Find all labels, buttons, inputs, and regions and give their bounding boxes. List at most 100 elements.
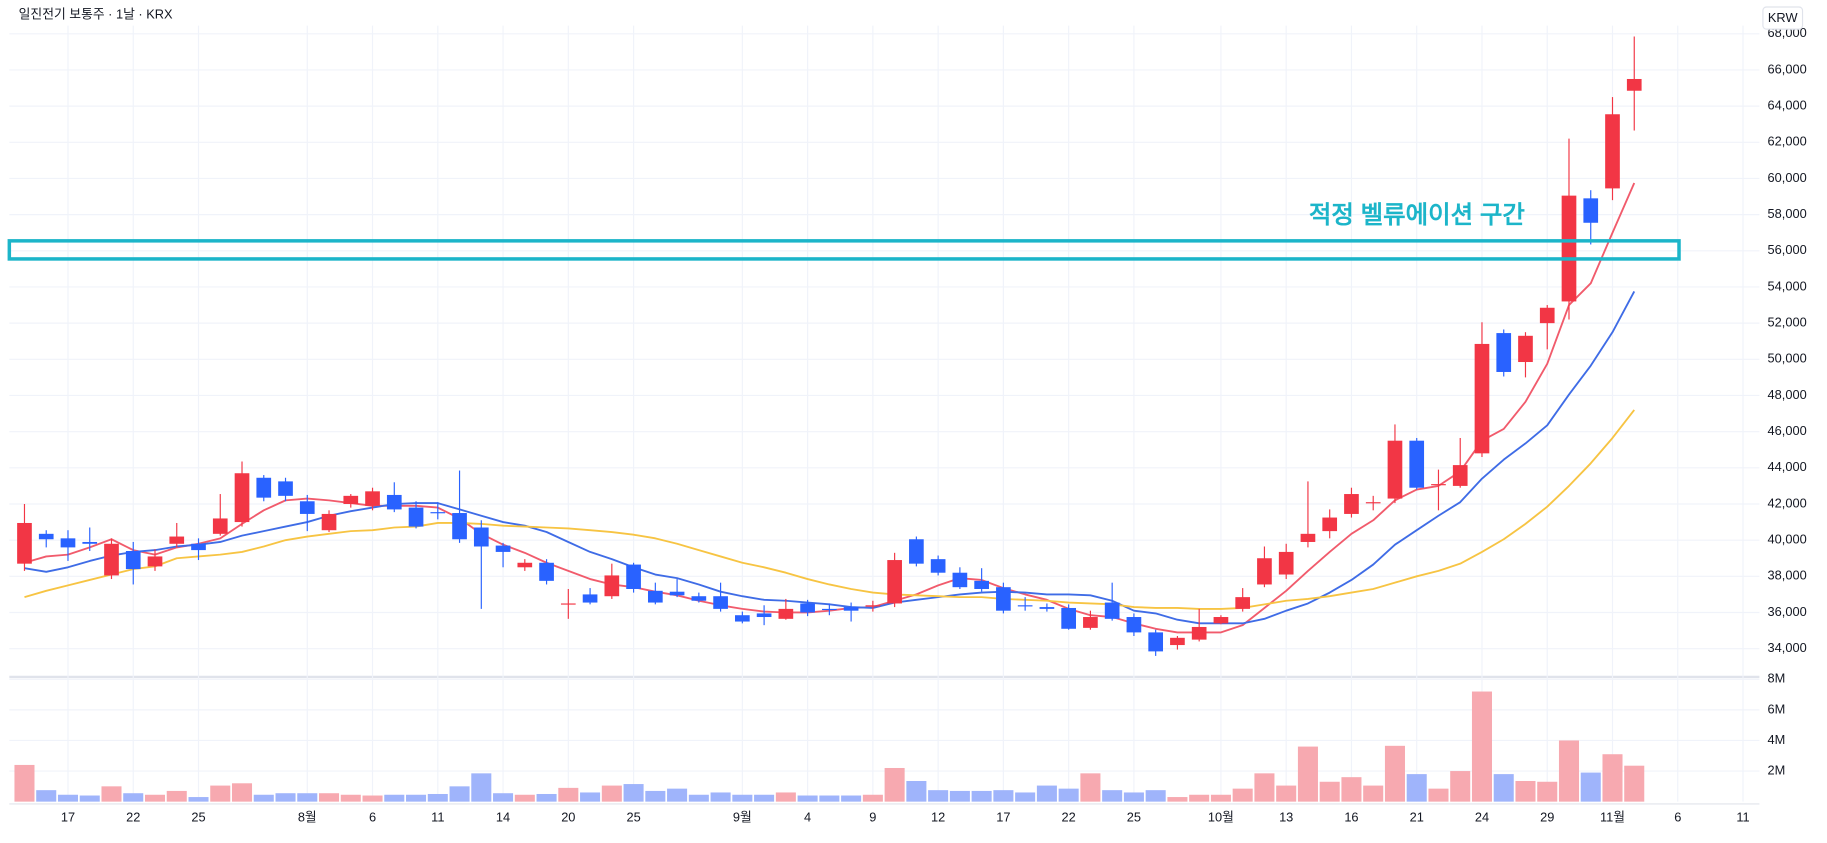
volume-bar (536, 793, 557, 802)
candle-body (212, 518, 228, 534)
candle-body (1605, 114, 1620, 189)
volume-bar (449, 786, 470, 802)
x-tick-label: 9월 (733, 809, 752, 824)
candle-body (604, 575, 620, 597)
candles (17, 36, 1642, 656)
candle-body (800, 603, 815, 613)
candle-body (234, 473, 250, 523)
valuation-band (7, 239, 1681, 261)
volume-bar (1167, 797, 1188, 802)
candle-body (756, 613, 772, 618)
volume-bar (1450, 771, 1471, 802)
candle-body (343, 495, 359, 504)
x-tick-label: 24 (1475, 809, 1489, 824)
candle-body (125, 551, 141, 570)
candle-body (1039, 607, 1055, 609)
x-tick-label: 6 (369, 809, 376, 824)
volume-bar (580, 792, 601, 802)
candle-body (495, 545, 511, 552)
x-tick-label: 22 (126, 809, 140, 824)
candle-body (539, 562, 554, 581)
candle-body (996, 587, 1011, 611)
volume-bar (928, 790, 949, 802)
y-tick-label: 38,000 (1768, 568, 1807, 583)
volume-bar (493, 793, 514, 802)
candle-body (1170, 637, 1185, 646)
volume-bar (275, 793, 296, 802)
volume-bar (1015, 792, 1036, 802)
candle-body (735, 615, 750, 622)
candle-body (321, 513, 337, 531)
volume-bar (1189, 794, 1210, 802)
volume-bar (688, 794, 709, 802)
x-tick-label: 8월 (298, 809, 317, 824)
volume-bar (231, 783, 253, 802)
y-tick-label: 48,000 (1768, 387, 1807, 402)
volume-bar (884, 767, 905, 802)
volume-bar (667, 788, 688, 802)
candle-body (1300, 533, 1316, 542)
volume-bar (1580, 772, 1601, 802)
candle-body (647, 590, 663, 603)
candle-body (256, 477, 272, 498)
volume-bar (427, 793, 448, 802)
candle-body (952, 572, 968, 588)
volume-bar (188, 797, 209, 802)
x-tick-label: 11 (431, 809, 444, 824)
candle-body (1387, 440, 1403, 499)
volume-bar (993, 790, 1014, 802)
volume-bar (1558, 740, 1580, 802)
candle-body (430, 512, 446, 514)
volume-bar (1254, 773, 1275, 802)
volume-bar (1493, 774, 1514, 802)
x-tick-label: 14 (496, 809, 510, 824)
currency-label[interactable]: KRW (1768, 10, 1799, 25)
candle-body (82, 541, 98, 544)
candle-body (691, 596, 707, 601)
candle-body (191, 543, 206, 551)
moving-average-line (24, 409, 1635, 610)
candle-body (1518, 335, 1533, 363)
x-tick-label: 12 (931, 809, 945, 824)
y-tick-label: 54,000 (1768, 278, 1807, 293)
x-tick-label: 10월 (1208, 809, 1234, 824)
volume-bar (1406, 774, 1427, 802)
x-tick-label: 22 (1062, 809, 1076, 824)
volume-bar (623, 784, 644, 802)
candle-body (865, 605, 881, 607)
candle-body (1017, 605, 1033, 607)
candle-body (1561, 195, 1577, 302)
volume-tick-label: 2M (1768, 762, 1786, 777)
volume-tick-label: 6M (1768, 701, 1786, 716)
volume-bar (797, 795, 818, 802)
volume-bar (906, 780, 927, 802)
volume-bar (1471, 691, 1492, 802)
candle-body (1104, 602, 1120, 619)
volume-bar (101, 786, 122, 802)
candle-body (1213, 617, 1229, 624)
candle-body (582, 594, 598, 603)
candle-body (974, 580, 989, 589)
candle-body (169, 536, 185, 544)
candle-body (1431, 484, 1446, 486)
volume-bar (1602, 754, 1623, 802)
currency-box[interactable] (1762, 6, 1804, 30)
candle-body (1257, 558, 1272, 585)
volume-bar (297, 793, 318, 802)
y-tick-label: 60,000 (1768, 170, 1807, 185)
volume-bar (1080, 773, 1101, 802)
volume-bar (36, 790, 57, 802)
y-tick-label: 40,000 (1768, 532, 1807, 547)
y-tick-label: 44,000 (1768, 459, 1807, 474)
volume-bar (79, 795, 100, 802)
volume-bar (166, 790, 187, 802)
volume-bar (210, 785, 231, 802)
x-tick-label: 17 (61, 809, 75, 824)
candle-body (778, 608, 794, 619)
volume-bar (514, 794, 535, 802)
volume-bar (1384, 745, 1405, 802)
volume-bar (754, 794, 775, 802)
